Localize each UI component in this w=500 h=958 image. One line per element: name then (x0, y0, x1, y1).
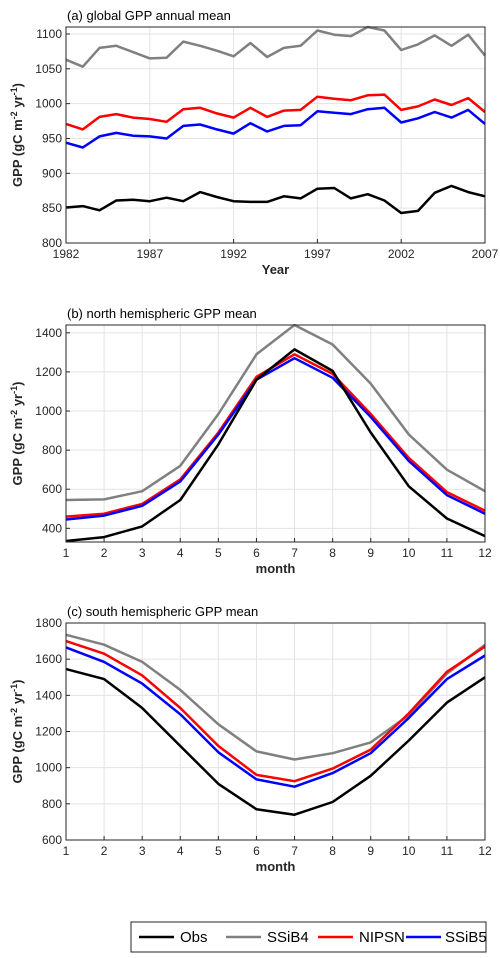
y-axis-label-part: -1 (9, 684, 19, 692)
x-tick-label: 4 (177, 546, 184, 560)
x-tick-label: 6 (253, 844, 260, 858)
y-tick-label: 800 (42, 443, 62, 457)
y-tick-label: 1000 (35, 97, 62, 111)
y-axis-label-part: -2 (9, 410, 19, 418)
y-tick-label: 950 (42, 131, 62, 145)
series-line-nipsn (65, 639, 486, 783)
x-axis-label: month (256, 859, 296, 874)
panel-title: (c) south hemispheric GPP mean (67, 604, 258, 619)
x-tick-label: 6 (253, 546, 260, 560)
x-tick-label: 1 (63, 546, 70, 560)
x-tick-label: 1 (63, 844, 70, 858)
y-tick-label: 1000 (35, 404, 62, 418)
x-tick-label: 11 (441, 546, 454, 560)
x-tick-label: 9 (367, 546, 374, 560)
y-tick-label: 850 (42, 201, 62, 215)
x-tick-label: 7 (291, 844, 298, 858)
y-tick-label: 1400 (35, 688, 62, 702)
x-tick-label: 2 (101, 546, 108, 560)
x-tick-label: 8 (329, 546, 336, 560)
y-tick-label: 800 (42, 236, 62, 250)
x-tick-label: 5 (215, 546, 222, 560)
y-axis-label-part: ) (10, 83, 25, 87)
series-line-nipsn (65, 93, 486, 131)
legend-label-ssib4: SSiB4 (267, 929, 309, 946)
y-axis-label-part: -2 (9, 708, 19, 716)
x-tick-label: 3 (139, 844, 146, 858)
y-tick-label: 600 (42, 833, 62, 847)
y-tick-label: 1000 (35, 761, 62, 775)
y-axis-label-part: -2 (9, 111, 19, 119)
x-tick-label: 10 (402, 546, 416, 560)
x-tick-label: 2007 (472, 247, 499, 261)
y-tick-label: 1200 (35, 365, 62, 379)
x-tick-label: 4 (177, 844, 184, 858)
x-tick-label: 10 (402, 844, 416, 858)
legend-label-nipsn: NIPSN (359, 929, 405, 946)
series-line-ssib5 (65, 646, 486, 788)
x-axis-label: month (256, 561, 296, 576)
axes-frame (65, 26, 486, 244)
panel-title: (b) north hemispheric GPP mean (67, 306, 257, 321)
x-tick-label: 2002 (388, 247, 415, 261)
y-axis-label-part: yr (10, 95, 25, 111)
y-tick-label: 600 (42, 482, 62, 496)
panel-title: (a) global GPP annual mean (67, 8, 231, 23)
y-axis-label-part: ) (10, 680, 25, 684)
series-line-ssib5 (65, 356, 486, 521)
x-axis-label: Year (262, 262, 289, 277)
y-tick-label: 1050 (35, 62, 62, 76)
series-line-ssib4 (65, 323, 486, 502)
y-tick-label: 1600 (35, 652, 62, 666)
y-tick-label: 1800 (35, 616, 62, 630)
x-tick-label: 1992 (220, 247, 247, 261)
y-axis-label: GPP (gC m-2 yr-1) (9, 680, 25, 784)
legend-label-obs: Obs (180, 929, 208, 946)
x-tick-label: 5 (215, 844, 222, 858)
x-tick-label: 12 (478, 844, 492, 858)
series-line-ssib5 (65, 106, 486, 149)
y-axis-label-part: -1 (9, 386, 19, 394)
x-tick-label: 2 (101, 844, 108, 858)
y-axis-label: GPP (gC m-2 yr-1) (9, 382, 25, 486)
x-tick-label: 1987 (136, 247, 163, 261)
y-axis-label-part: GPP (gC m (10, 418, 25, 486)
y-axis-label-part: yr (10, 692, 25, 708)
legend-label-ssib5: SSiB5 (445, 929, 487, 946)
panel-1: 1982 1987 1992 1997 2002 2007 800 850 900 950 1000… (9, 8, 499, 277)
panel-3: 1 2 3 4 5 6 7 8 9 10 11 126008001000120014001600180… (9, 604, 492, 874)
panel-2: 1 2 3 4 5 6 7 8 9 10 11 12400600800100012001400(b) … (9, 306, 492, 576)
y-axis-label-part: -1 (9, 87, 19, 95)
series-line-obs (65, 184, 486, 215)
y-tick-label: 1400 (35, 326, 62, 340)
series-line-nipsn (65, 353, 486, 518)
x-tick-label: 8 (329, 844, 336, 858)
y-tick-label: 800 (42, 797, 62, 811)
y-tick-label: 1100 (36, 27, 62, 41)
x-tick-label: 1997 (304, 247, 331, 261)
y-tick-label: 400 (42, 521, 62, 535)
y-axis-label-part: yr (10, 394, 25, 410)
x-tick-label: 1982 (53, 247, 80, 261)
axes-frame (65, 324, 486, 543)
x-tick-label: 3 (139, 546, 146, 560)
y-axis-label-part: ) (10, 382, 25, 386)
legend: Obs SSiB4 NIPSN SSiB5 (130, 921, 487, 953)
y-axis-label: GPP (gC m-2 yr-1) (9, 83, 25, 187)
y-axis-label-part: GPP (gC m (10, 119, 25, 187)
y-tick-label: 900 (42, 166, 62, 180)
x-tick-label: 11 (441, 844, 454, 858)
y-axis-label-part: GPP (gC m (10, 716, 25, 784)
series-line-ssib4 (65, 25, 486, 68)
y-tick-label: 1200 (35, 725, 62, 739)
x-tick-label: 12 (478, 546, 492, 560)
series-line-obs (65, 667, 486, 816)
x-tick-label: 7 (291, 546, 298, 560)
series-line-obs (65, 348, 486, 543)
x-tick-label: 9 (367, 844, 374, 858)
